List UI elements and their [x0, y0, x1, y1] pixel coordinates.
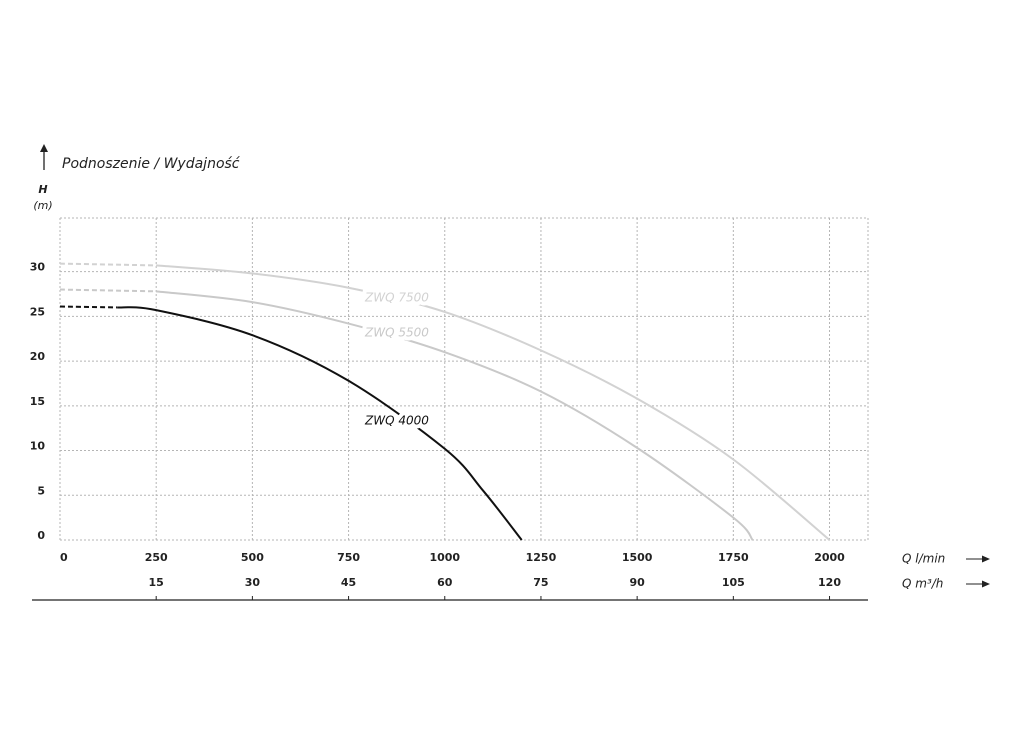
curve: [156, 290, 754, 541]
curve: [59, 305, 118, 309]
curve: [59, 288, 157, 293]
x2-arrow-head: [982, 580, 990, 588]
y-tick-label: 0: [37, 529, 45, 542]
series-label: ZWQ 5500: [364, 326, 429, 340]
x2-tick-label: 30: [245, 576, 261, 589]
curve: [156, 264, 831, 541]
x2-tick-label: 120: [818, 576, 841, 589]
series-label: ZWQ 7500: [364, 291, 429, 305]
y-tick-label: 10: [30, 440, 46, 453]
series-label: ZWQ 4000: [364, 414, 429, 428]
y-label: H: [38, 183, 47, 196]
curve: [117, 306, 523, 541]
x-tick-label: 1500: [622, 551, 653, 564]
x-tick-label: 0: [60, 551, 68, 564]
curve: [59, 262, 157, 267]
y-unit: (m): [33, 199, 52, 212]
x-label: Q l/min: [902, 552, 945, 566]
x-tick-label: 2000: [814, 551, 845, 564]
y-arrow-head: [40, 144, 48, 152]
x-arrow-head: [982, 555, 990, 563]
x-tick-label: 750: [337, 551, 360, 564]
y-tick-label: 5: [37, 484, 45, 497]
x2-tick-label: 75: [533, 576, 548, 589]
x2-tick-label: 45: [341, 576, 356, 589]
chart-title: Podnoszenie / Wydajność: [62, 156, 241, 172]
x-tick-label: 1000: [429, 551, 460, 564]
y-tick-label: 20: [30, 350, 46, 363]
x2-tick-label: 90: [629, 576, 645, 589]
x-tick-label: 1750: [718, 551, 749, 564]
x2-tick-label: 15: [149, 576, 164, 589]
x-tick-label: 500: [241, 551, 264, 564]
x-tick-label: 250: [145, 551, 168, 564]
y-tick-label: 15: [30, 395, 45, 408]
y-tick-label: 25: [30, 305, 45, 318]
y-tick-label: 30: [30, 261, 46, 274]
x2-label: Q m³/h: [902, 577, 943, 591]
x2-tick-label: 60: [437, 576, 453, 589]
x2-tick-label: 105: [722, 576, 745, 589]
x-tick-label: 1250: [526, 551, 557, 564]
